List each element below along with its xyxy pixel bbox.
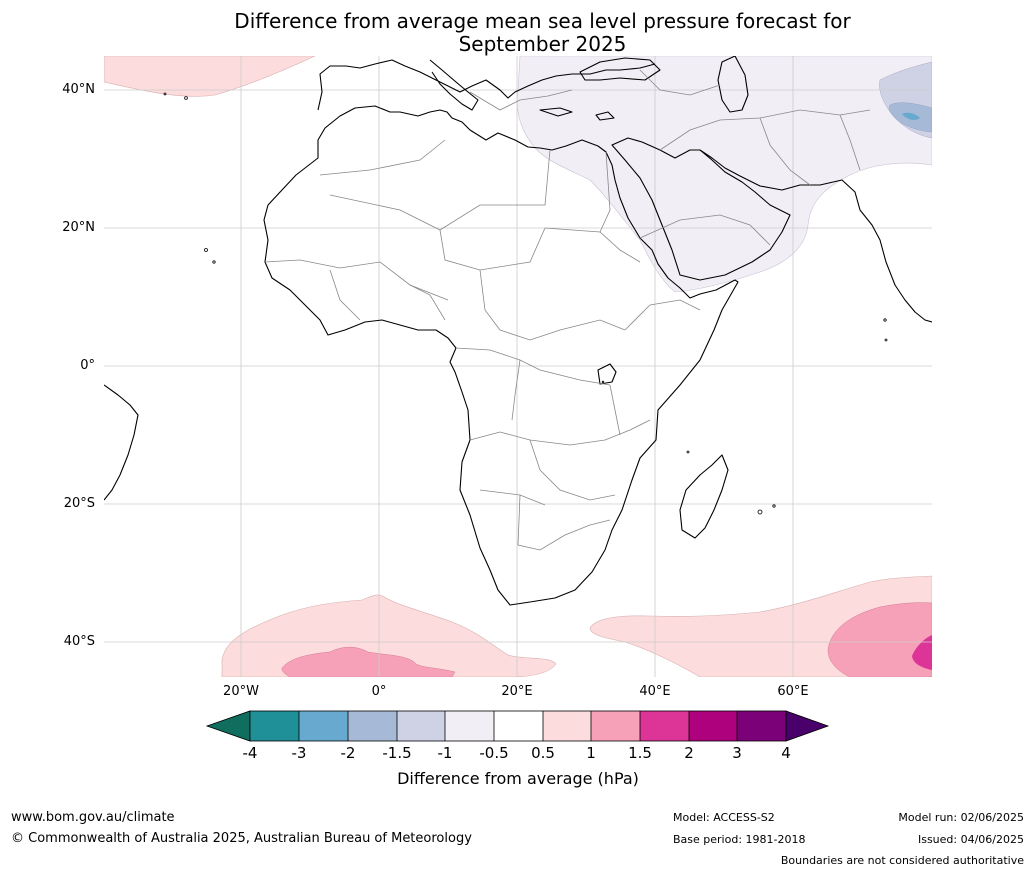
colorbar-tick: 3 [732,744,742,762]
colorbar-bin-m2-m15 [348,711,397,741]
footer-website: www.bom.gov.au/climate [11,810,175,825]
colorbar-tick: -1.5 [382,744,412,762]
lat-label-40n: 40°N [62,82,95,97]
islands [163,92,888,515]
colorbar-tick: 4 [781,744,791,762]
lat-label-20n: 20°N [62,220,95,235]
colorbar-extend-max [785,710,830,742]
colorbar-bin-3-4 [737,711,786,741]
map-title-line1: Difference from average mean sea level p… [234,9,851,33]
footer-disclaimer: Boundaries are not considered authoritat… [780,854,1024,867]
map-title: Difference from average mean sea level p… [0,10,1035,56]
anomaly-positive-northwest [104,56,316,97]
colorbar-bin-m1-m05 [445,711,494,741]
anomaly-negative-middle-east [516,56,932,293]
colorbar-bin-m05-05 [494,711,543,741]
colorbar-bin-05-1 [543,711,591,741]
lat-label-0: 0° [80,358,95,373]
map-area [104,56,932,677]
footer-copyright: © Commonwealth of Australia 2025, Austra… [11,831,472,846]
colorbar-bin-15-2 [640,711,689,741]
footer-model: Model: ACCESS-S2 [673,811,775,824]
anomaly-plus1-south-atlantic [281,646,456,677]
lake-victoria [597,363,617,385]
lon-label-40e: 40°E [639,684,671,699]
colorbar-tick: -1 [437,744,453,762]
colorbar-tick: 2 [684,744,694,762]
colorbar-tick: -0.5 [479,744,509,762]
lon-label-60e: 60°E [777,684,809,699]
crete-coastline [539,107,573,117]
lon-label-0: 0° [371,684,387,699]
national-borders [264,69,871,551]
colorbar-bin-m3-m2 [299,711,348,741]
anomaly-minus3-northeast [902,112,920,120]
europe-coastline [317,59,656,111]
colorbar-title: Difference from average (hPa) [397,769,639,788]
cyprus-coastline [595,111,615,121]
colorbar-tick: -2 [340,744,356,762]
coastlines [104,56,932,606]
colorbar-bin-m4-m3 [250,711,299,741]
caspian-coastline [717,56,749,113]
madagascar-coastline [679,454,729,539]
colorbar [205,710,830,742]
lat-label-20s: 20°S [63,496,95,511]
map-title-line2: September 2025 [458,32,627,56]
colorbar-bin-2-3 [689,711,737,741]
anomaly-plus1-south-indian [827,602,932,677]
colorbar-tick: 1.5 [628,744,652,762]
colorbar-tick: 1 [586,744,596,762]
south-america-coastline [104,384,139,501]
italy-coastline [429,59,479,111]
lat-label-40s: 40°S [63,634,95,649]
colorbar-bin-m15-m1 [397,711,445,741]
colorbar-tick: -4 [242,744,258,762]
gridlines [104,56,932,677]
anomaly-plus15-south-indian [912,635,932,670]
persian-gulf-coastline [699,149,932,323]
anomaly-shading [104,56,932,677]
black-sea-coastline [579,57,661,81]
colorbar-tick: -3 [291,744,307,762]
colorbar-tick: 0.5 [531,744,555,762]
colorbar-extend-min [205,710,251,742]
africa-coastline [263,105,739,606]
colorbar-bin-1-15 [591,711,640,741]
footer-issued: Issued: 04/06/2025 [917,833,1024,846]
footer-model-run: Model run: 02/06/2025 [898,811,1024,824]
lon-label-20e: 20°E [501,684,533,699]
arabia-coastline [611,137,791,281]
footer-base-period: Base period: 1981-2018 [673,833,806,846]
lon-label-20w: 20°W [223,684,259,699]
